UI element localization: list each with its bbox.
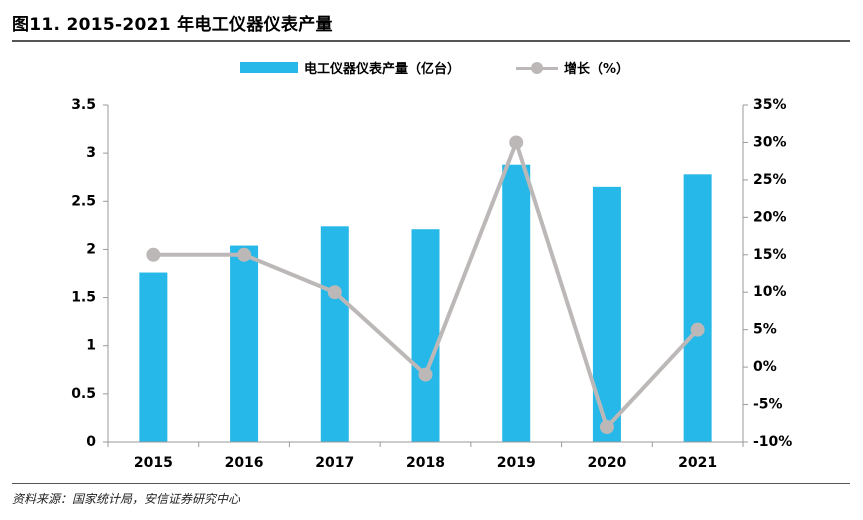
growth-point [237, 247, 252, 262]
y-right-tick-label: 15% [753, 247, 787, 263]
y-right-tick-label: -5% [753, 397, 783, 413]
figure-title: 图11. 2015-2021 年电工仪器仪表产量 [12, 15, 333, 35]
source-divider [12, 483, 850, 484]
y-right-tick-label: 20% [753, 209, 787, 225]
source-note: 资料来源：国家统计局，安信证券研究中心 [12, 492, 241, 506]
growth-point [146, 247, 161, 262]
y-right-tick-label: 35% [753, 97, 787, 113]
y-left-tick-label: 2 [86, 241, 96, 257]
legend-item-growth: 增长（%） [516, 58, 629, 77]
y-right-tick-label: -10% [753, 434, 792, 450]
bar [683, 174, 712, 442]
x-tick-label: 2018 [406, 455, 445, 471]
legend-swatch-line [516, 61, 558, 74]
x-tick-label: 2015 [134, 455, 173, 471]
x-tick-label: 2017 [315, 455, 354, 471]
bar [502, 164, 531, 442]
legend-swatch-bar [240, 62, 298, 73]
x-tick-label: 2019 [497, 455, 536, 471]
bar [139, 272, 168, 442]
y-right-tick-label: 5% [753, 322, 777, 338]
title-divider [12, 40, 850, 42]
y-left-tick-label: 0.5 [71, 386, 96, 402]
growth-point [690, 322, 705, 337]
bar [230, 245, 259, 442]
growth-point [327, 285, 342, 300]
y-right-tick-label: 0% [753, 359, 777, 375]
y-left-tick-label: 2.5 [71, 193, 96, 209]
legend-item-production: 电工仪器仪表产量（亿台） [240, 58, 460, 77]
y-left-tick-label: 3 [86, 145, 96, 161]
legend-swatch-line-marker [531, 61, 543, 74]
y-right-tick-label: 25% [753, 172, 787, 188]
y-left-tick-label: 1 [86, 338, 96, 354]
bar [320, 226, 349, 442]
y-right-tick-label: 30% [753, 134, 787, 150]
legend-label-production: 电工仪器仪表产量（亿台） [304, 62, 461, 77]
y-left-tick-label: 0 [86, 434, 96, 450]
x-tick-label: 2021 [678, 455, 717, 471]
chart-legend: 电工仪器仪表产量（亿台） 增长（%） [0, 58, 863, 80]
growth-point [599, 420, 614, 435]
growth-point [418, 367, 433, 382]
x-tick-label: 2016 [225, 455, 264, 471]
legend-label-growth: 增长（%） [564, 62, 630, 77]
y-right-tick-label: 10% [753, 284, 787, 300]
y-left-tick-label: 1.5 [71, 290, 96, 306]
y-left-tick-label: 3.5 [71, 97, 96, 113]
bar [411, 229, 440, 442]
x-tick-label: 2020 [587, 455, 626, 471]
bar [592, 186, 621, 442]
growth-point [509, 135, 524, 150]
